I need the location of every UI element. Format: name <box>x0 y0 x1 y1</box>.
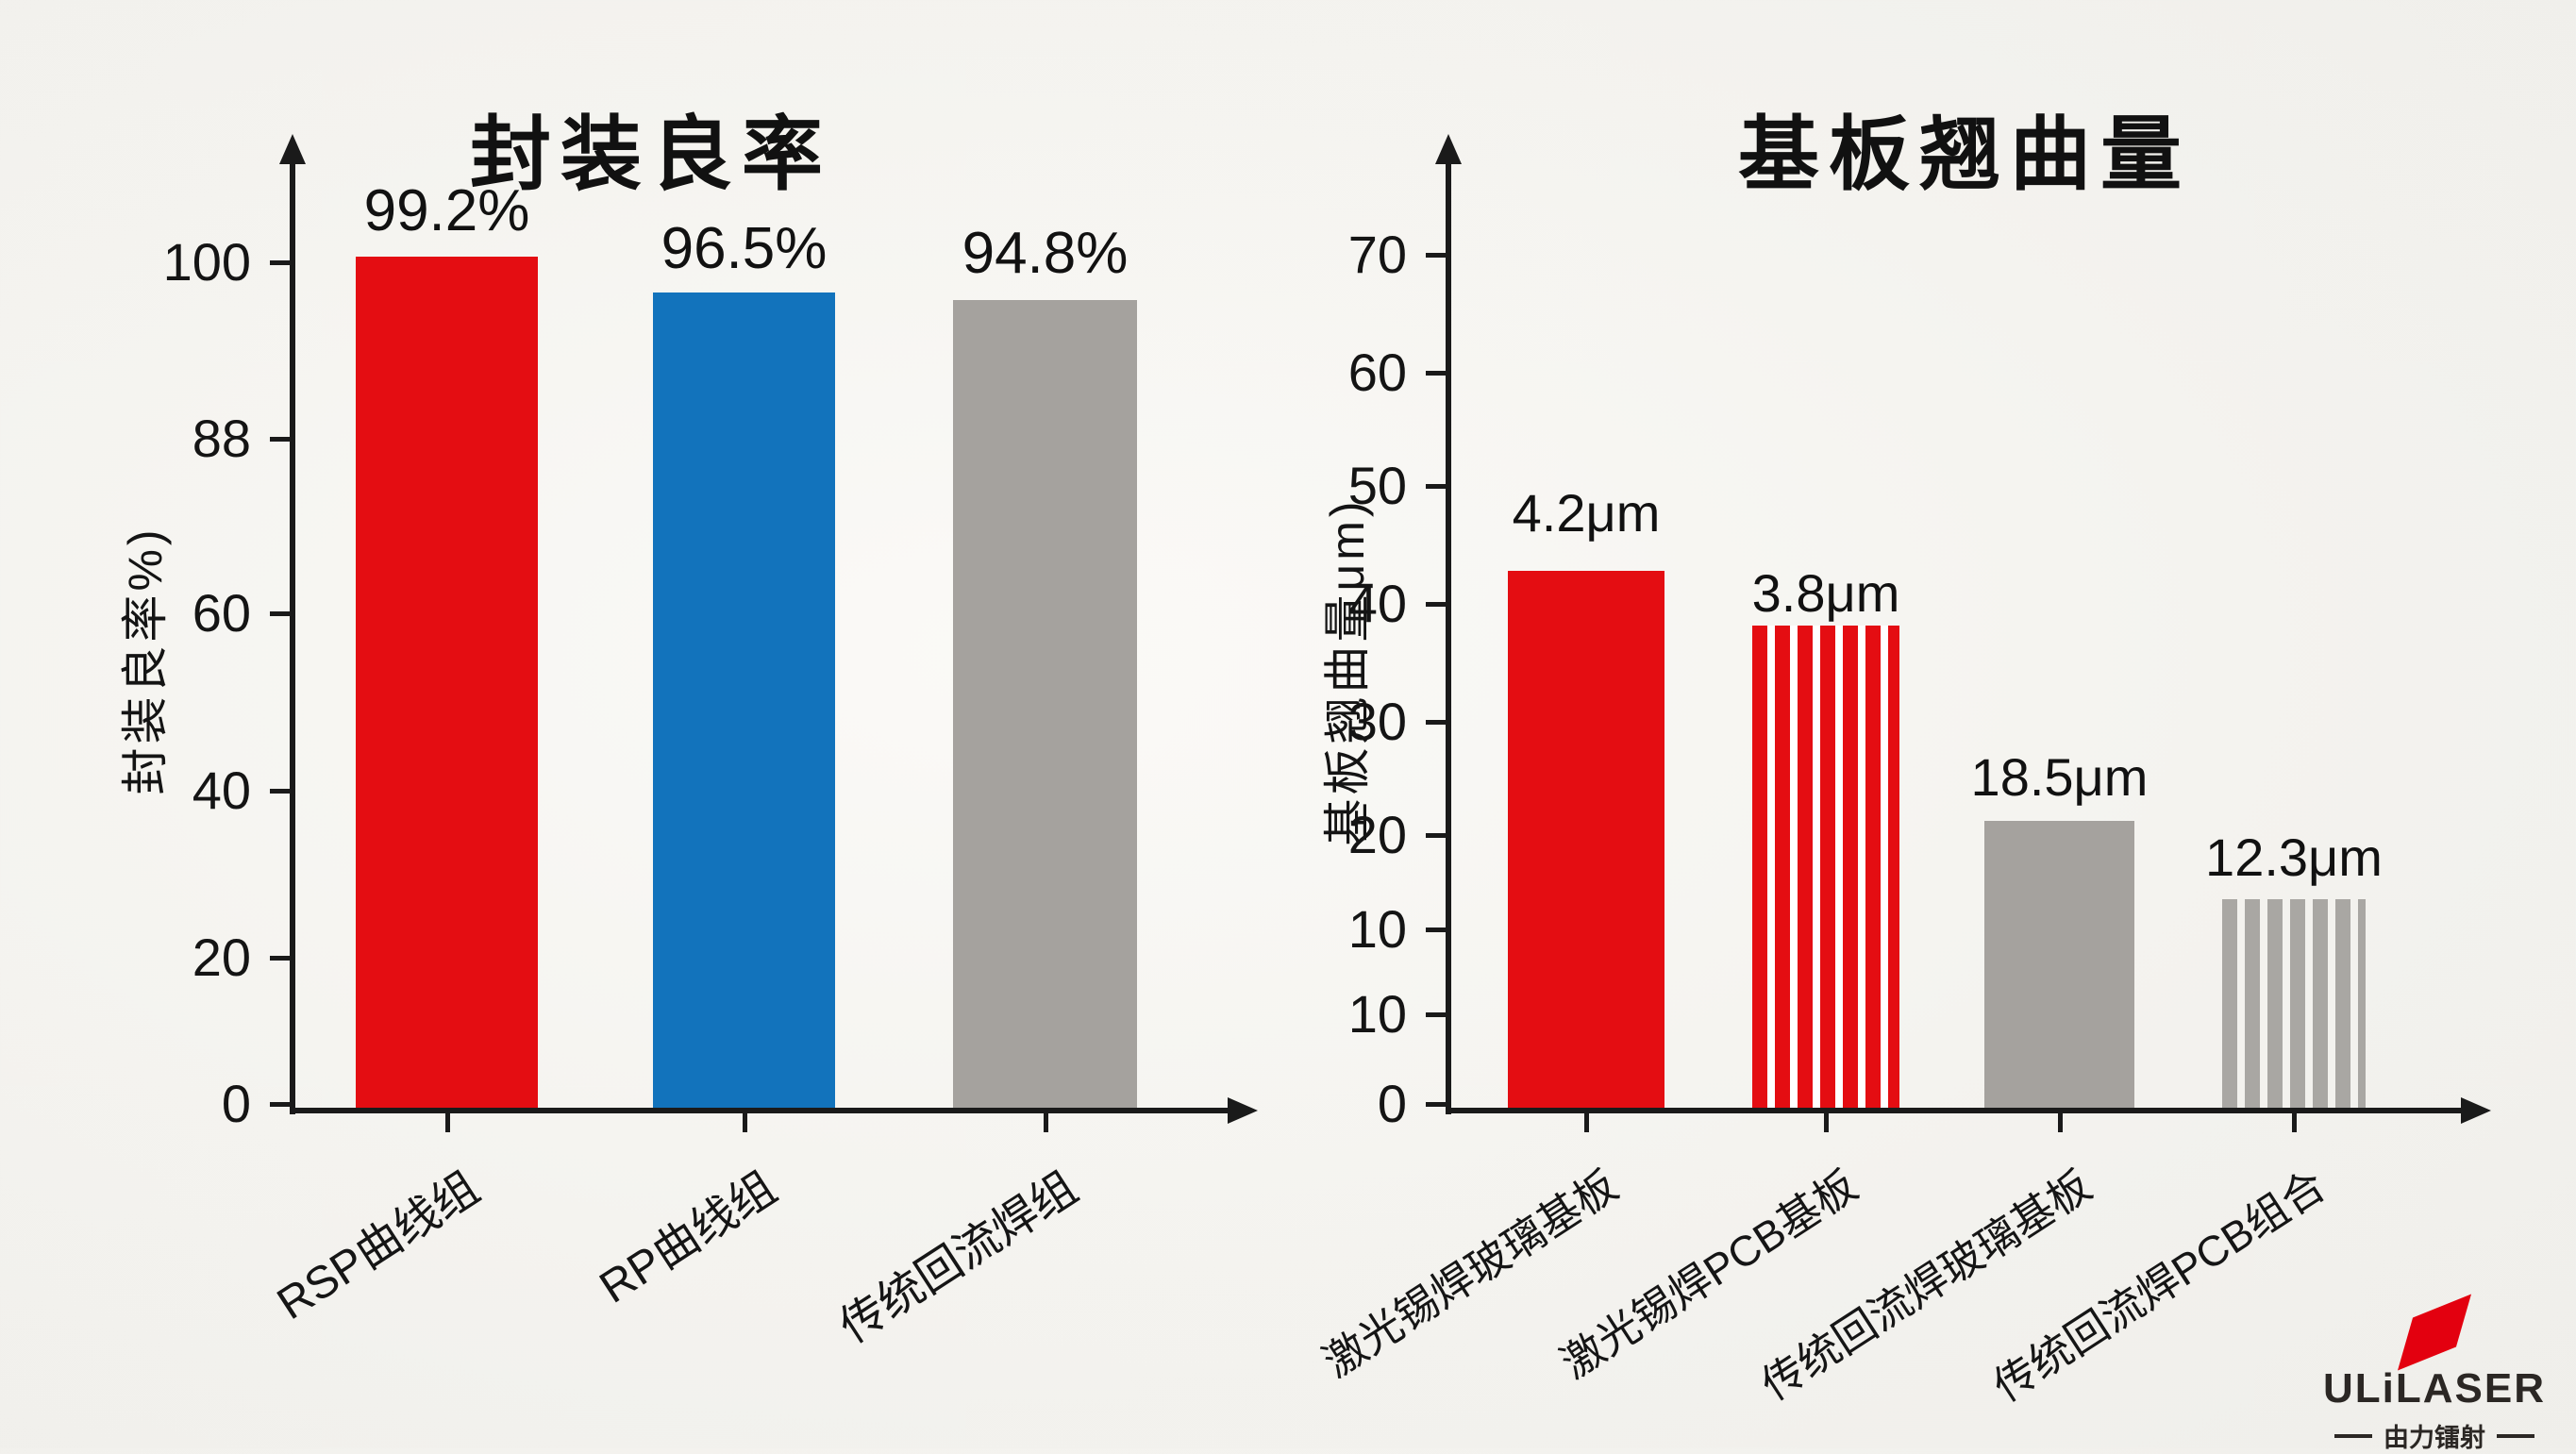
y-tick-label: 60 <box>192 583 251 643</box>
y-tick-mark <box>270 260 291 265</box>
x-axis-arrow <box>2461 1097 2491 1124</box>
x-category-label: 传统回流焊组 <box>830 1162 1086 1353</box>
bar-value-label: 99.2% <box>363 178 530 243</box>
bar-yield-1 <box>653 292 835 1111</box>
ulilaser-logo: ULiLASER 由力镭射 <box>2293 1294 2576 1454</box>
bar-yield-0 <box>356 257 538 1111</box>
y-tick-label: 40 <box>1347 574 1407 633</box>
y-tick-mark <box>1426 720 1447 725</box>
right-y-axis-label: 基板翘曲量μm) <box>1321 497 1374 846</box>
y-axis-arrow <box>279 134 306 164</box>
y-tick-mark <box>270 611 291 616</box>
ulilaser-subtitle-text: 由力镭射 <box>2384 1424 2485 1452</box>
left-y-axis-label: 封装良率%) <box>119 526 172 795</box>
y-tick-mark <box>1426 253 1447 258</box>
y-tick-mark <box>1426 928 1447 932</box>
y-tick-mark <box>270 956 291 961</box>
bar-warpage-2 <box>1984 821 2134 1111</box>
logo-dash-left <box>2334 1433 2372 1438</box>
ulilaser-logo-mark <box>2397 1294 2472 1371</box>
y-tick-mark <box>1426 1102 1447 1107</box>
x-tick-mark <box>2292 1113 2297 1132</box>
x-axis-arrow <box>1228 1097 1258 1124</box>
y-tick-label: 88 <box>192 409 251 468</box>
x-tick-mark <box>742 1113 747 1132</box>
y-axis-line <box>1446 160 1451 1114</box>
x-tick-mark <box>2057 1113 2063 1132</box>
y-tick-label: 20 <box>1347 805 1407 864</box>
bar-value-label: 4.2μm <box>1512 483 1661 543</box>
bar-value-label: 3.8μm <box>1751 563 1900 623</box>
y-tick-mark <box>1426 371 1447 376</box>
x-tick-mark <box>1824 1113 1829 1132</box>
bar-value-label: 94.8% <box>962 221 1129 286</box>
left-chart-title: 封装良率 <box>470 109 832 201</box>
logo-dash-right <box>2497 1433 2534 1438</box>
y-tick-label: 0 <box>1377 1074 1407 1133</box>
y-tick-mark <box>1426 484 1447 489</box>
x-axis-line <box>1446 1108 2465 1113</box>
y-tick-label: 50 <box>1347 456 1407 515</box>
y-tick-label: 100 <box>162 232 251 292</box>
ulilaser-brand-text: ULiLASER <box>2323 1365 2546 1412</box>
y-tick-label: 10 <box>1347 899 1407 959</box>
y-axis-line <box>290 160 295 1114</box>
x-tick-mark <box>444 1113 450 1132</box>
y-tick-label: 0 <box>221 1074 251 1133</box>
right-chart-title: 基板翘曲量 <box>1738 109 2191 201</box>
x-tick-mark <box>1584 1113 1589 1132</box>
x-category-label: RSP曲线组 <box>268 1162 488 1330</box>
y-tick-mark <box>270 437 291 442</box>
y-tick-label: 60 <box>1347 343 1407 402</box>
bar-warpage-3 <box>2222 899 2366 1111</box>
bar-value-label: 12.3μm <box>2205 827 2383 887</box>
bar-yield-2 <box>953 300 1137 1111</box>
y-tick-mark <box>1426 1012 1447 1017</box>
y-tick-mark <box>270 1102 291 1107</box>
y-tick-label: 40 <box>192 760 251 820</box>
x-axis-line <box>290 1108 1231 1113</box>
bar-warpage-0 <box>1508 571 1664 1111</box>
bar-warpage-1 <box>1752 626 1899 1111</box>
y-tick-label: 20 <box>192 928 251 987</box>
y-tick-mark <box>1426 833 1447 838</box>
y-tick-label: 70 <box>1347 225 1407 284</box>
y-tick-label: 10 <box>1347 984 1407 1044</box>
y-tick-label: 30 <box>1347 692 1407 751</box>
bar-value-label: 18.5μm <box>1970 747 2149 807</box>
ulilaser-subtitle-row: 由力镭射 <box>2293 1417 2576 1454</box>
y-tick-mark <box>1426 602 1447 607</box>
x-category-label: RP曲线组 <box>591 1162 785 1313</box>
bar-value-label: 96.5% <box>661 216 828 281</box>
y-axis-arrow <box>1435 134 1462 164</box>
y-tick-mark <box>270 789 291 794</box>
x-tick-mark <box>1043 1113 1048 1132</box>
